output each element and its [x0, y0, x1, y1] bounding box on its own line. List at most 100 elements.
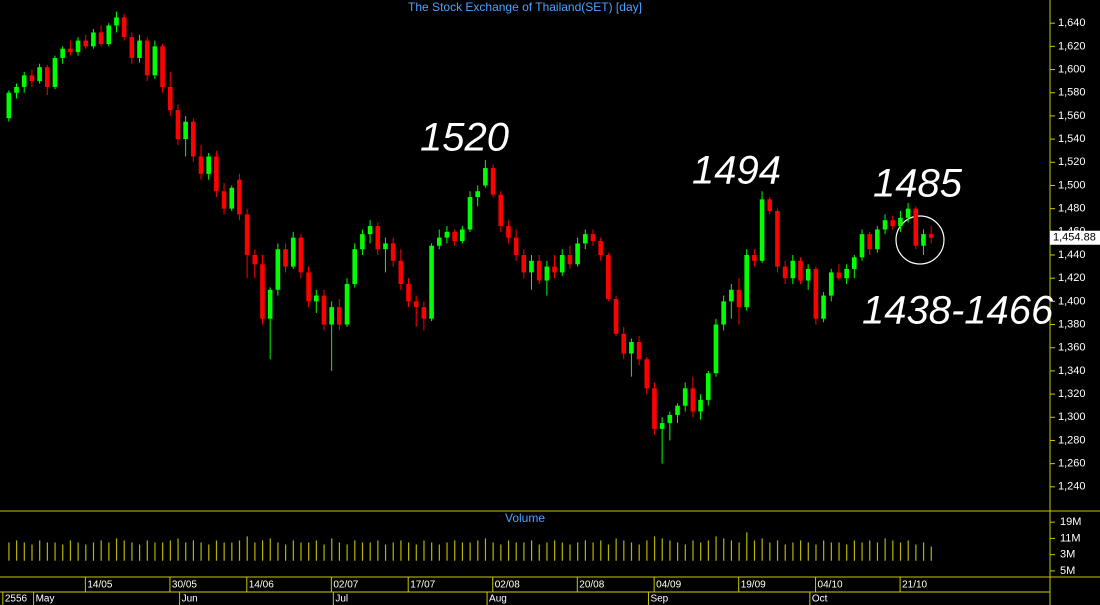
volume-bar [108, 542, 110, 561]
candle-body [475, 191, 480, 198]
candle-body [121, 17, 127, 38]
volume-bar [461, 542, 464, 561]
month-label: Jul [335, 594, 348, 605]
candle-body [898, 217, 903, 227]
volume-bar [177, 538, 179, 561]
x-tick-label: 30/05 [172, 580, 197, 591]
volume-bar [139, 544, 141, 561]
volume-bar [830, 542, 832, 561]
candle-body [283, 249, 288, 267]
x-tick-label: 14/06 [249, 580, 274, 591]
volume-bar [792, 542, 794, 561]
volume-bar [423, 540, 425, 561]
candle-body [421, 307, 427, 319]
candle-body [267, 289, 273, 319]
volume-bar [607, 544, 610, 561]
candle-body [805, 268, 811, 281]
volume-bar [208, 544, 210, 561]
candle-body [905, 208, 911, 218]
candle-body [483, 168, 488, 186]
last-price-box [1050, 230, 1100, 245]
volume-bar [246, 536, 248, 561]
chart-title: The Stock Exchange of Thailand(SET) [day… [408, 0, 642, 14]
y-tick-label: 1,580 [1058, 87, 1086, 99]
candle-body [436, 237, 442, 246]
volume-tick-label: 5M [1060, 565, 1075, 577]
volume-bar [338, 542, 341, 561]
candle-body [413, 301, 419, 308]
candle-body [690, 388, 696, 412]
volume-bar [838, 542, 840, 561]
y-tick-label: 1,480 [1058, 203, 1086, 215]
y-tick-label: 1,560 [1058, 110, 1086, 122]
candle-body [721, 301, 726, 325]
volume-bar [369, 542, 371, 561]
candle-body [790, 260, 796, 279]
volume-bar [192, 540, 195, 561]
volume-bar [92, 542, 95, 561]
volume-bar [431, 542, 433, 561]
x-tick-label: 17/07 [410, 580, 435, 591]
volume-bar [538, 544, 540, 561]
volume-bar [277, 542, 279, 561]
volume-bar [131, 542, 133, 561]
volume-bar [69, 540, 72, 561]
month-label: Jun [182, 594, 198, 605]
month-label: Aug [489, 594, 507, 605]
candle-body [844, 268, 849, 279]
candle-body [214, 156, 219, 192]
candle-body [851, 257, 857, 269]
candle-body [337, 307, 342, 325]
candle-body [598, 241, 603, 255]
month-label: 2556 [5, 594, 28, 605]
candle-body [313, 295, 319, 302]
candle-body [375, 226, 381, 250]
volume-bar [638, 544, 640, 561]
volume-bar [469, 542, 471, 561]
y-tick-label: 1,300 [1058, 411, 1086, 423]
x-tick-label: 02/07 [333, 580, 358, 591]
candle-body [237, 179, 242, 215]
candle-body [682, 388, 688, 406]
candle-body [513, 237, 519, 255]
candle-body [629, 341, 634, 354]
candle-body [613, 299, 619, 334]
candle-body [498, 194, 504, 227]
highlight-circle [895, 215, 945, 265]
candle-body [360, 234, 365, 250]
candle-body [875, 229, 880, 250]
volume-bar [492, 542, 494, 561]
candle-body [606, 255, 611, 300]
volume-bar [484, 538, 487, 561]
candle-body [160, 46, 165, 87]
volume-bar [16, 540, 18, 561]
candle-body [183, 121, 188, 140]
month-label: May [36, 594, 55, 605]
candle-body [467, 197, 473, 230]
candle-body [252, 255, 258, 265]
volume-tick-label: 11M [1060, 532, 1081, 544]
candle-body [782, 266, 788, 279]
candle-body [590, 234, 596, 242]
y-tick-label: 1,400 [1058, 295, 1086, 307]
volume-bar [623, 540, 625, 561]
candle-body [52, 57, 58, 87]
y-tick-label: 1,640 [1058, 17, 1086, 29]
candle-body [21, 75, 27, 87]
candle-body [68, 48, 73, 53]
candle-body [98, 32, 104, 45]
candle-body [575, 243, 580, 265]
volume-bar [807, 542, 809, 561]
volume-bar [684, 544, 686, 561]
candle-body [921, 234, 926, 246]
volume-bar [85, 544, 87, 561]
candle-body [644, 359, 650, 389]
candle-body [506, 226, 511, 238]
volume-bar [692, 540, 694, 561]
volume-bar [400, 540, 402, 561]
volume-bar [446, 542, 448, 561]
y-tick-label: 1,320 [1058, 388, 1086, 400]
candle-body [521, 255, 527, 273]
x-tick-label: 04/09 [656, 580, 681, 591]
